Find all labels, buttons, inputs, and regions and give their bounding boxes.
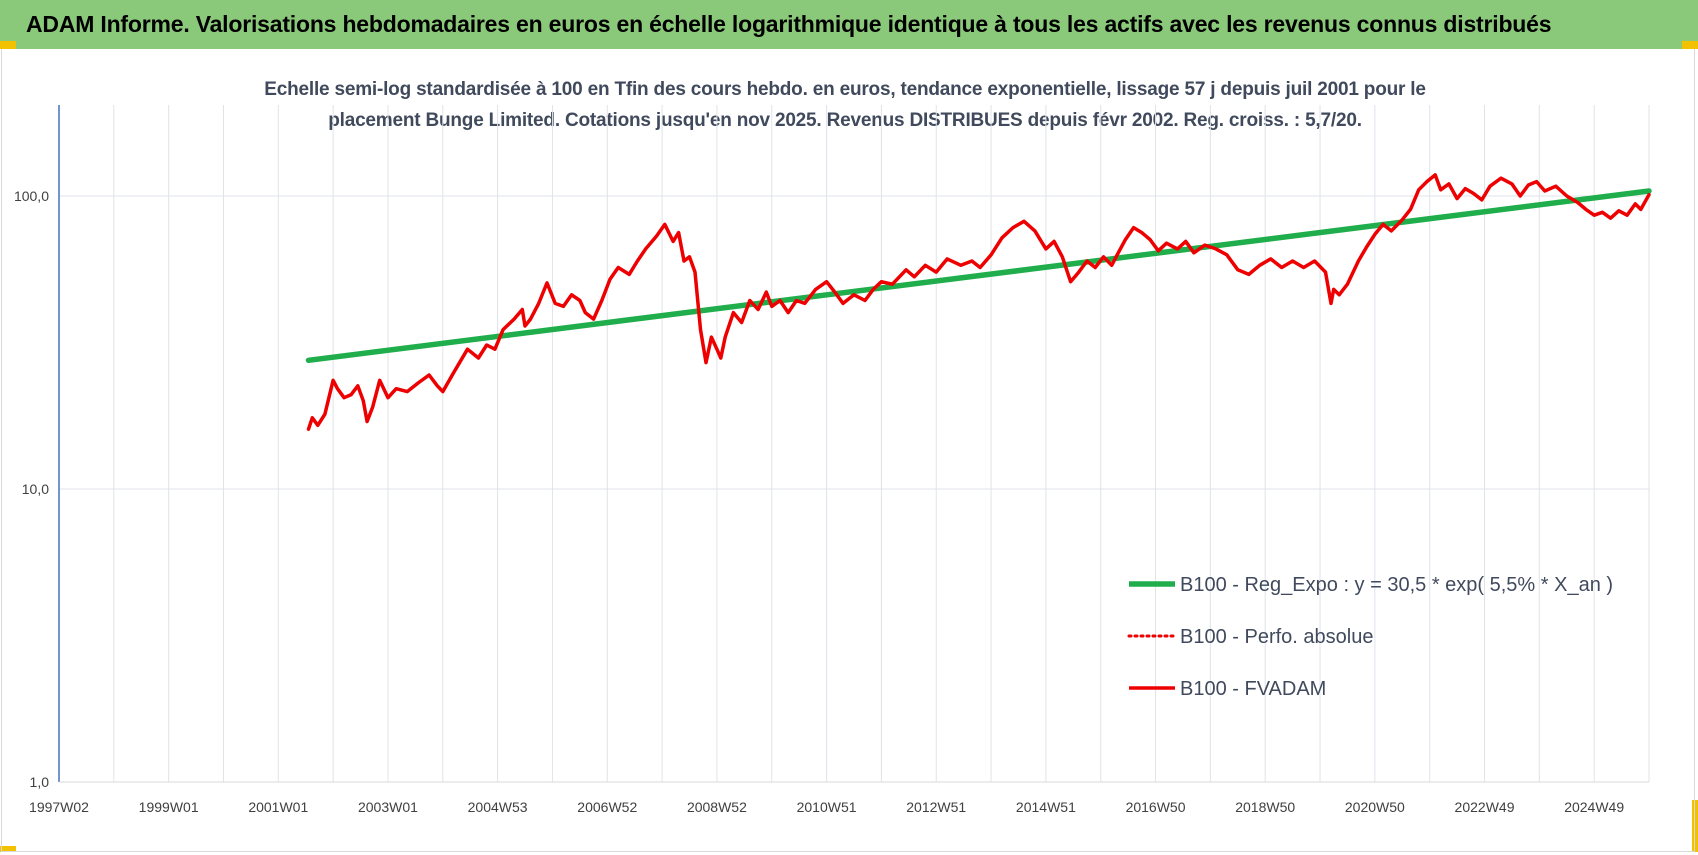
legend-label-3: B100 - FVADAM (1180, 678, 1326, 700)
series-line-3 (306, 173, 1651, 431)
x-tick-label: 2006W52 (577, 799, 637, 815)
x-tick-labels: 1997W02 1999W01 2001W01 2003W01 2004W53 2006W… (29, 799, 1624, 815)
corner-accent-top-left (0, 41, 16, 49)
chart-subtitle-line-2: placement Bunge Limited. Cotations jusqu… (328, 110, 1362, 131)
corner-accent-top-right (1682, 41, 1698, 49)
y-tick-labels: 1,0 10,0 100,0 (14, 188, 49, 790)
series-layer (305, 173, 1652, 431)
x-tick-label: 2001W01 (248, 799, 308, 815)
x-tick-label: 2004W53 (468, 799, 528, 815)
x-tick-label: 2003W01 (358, 799, 418, 815)
chart-subtitle-line-1: Echelle semi-log standardisée à 100 en T… (264, 79, 1426, 100)
chart-frame (1, 49, 1695, 852)
page-title: ADAM Informe. Valorisations hebdomadaire… (26, 11, 1552, 37)
vertical-gridlines (113, 105, 1650, 782)
x-tick-label: 1997W02 (29, 799, 89, 815)
corner-accent-bottom-right (1692, 800, 1698, 852)
y-tick-label: 1,0 (30, 774, 50, 790)
x-tick-label: 2022W49 (1455, 799, 1515, 815)
y-tick-label: 10,0 (22, 481, 49, 497)
x-tick-label: 1999W01 (139, 799, 199, 815)
x-tick-label: 2020W50 (1345, 799, 1405, 815)
x-tick-label: 2018W50 (1235, 799, 1295, 815)
x-tick-label: 2024W49 (1564, 799, 1624, 815)
header-banner: ADAM Informe. Valorisations hebdomadaire… (0, 0, 1698, 49)
x-tick-label: 2016W50 (1126, 799, 1186, 815)
horizontal-gridlines (59, 195, 1649, 783)
x-tick-label: 2010W51 (797, 799, 857, 815)
y-tick-label: 100,0 (14, 188, 49, 204)
x-tick-label: 2012W51 (906, 799, 966, 815)
corner-accent-bottom-left (0, 846, 16, 852)
x-tick-label: 2008W52 (687, 799, 747, 815)
series-line-1 (305, 188, 1652, 364)
legend: B100 - Reg_Expo : y = 30,5 * exp( 5,5% *… (1127, 574, 1613, 700)
x-tick-label: 2014W51 (1016, 799, 1076, 815)
chart-subtitle: Echelle semi-log standardisée à 100 en T… (140, 74, 1550, 136)
legend-label-2: B100 - Perfo. absolue (1180, 626, 1373, 648)
legend-label-1: B100 - Reg_Expo : y = 30,5 * exp( 5,5% *… (1180, 574, 1613, 596)
